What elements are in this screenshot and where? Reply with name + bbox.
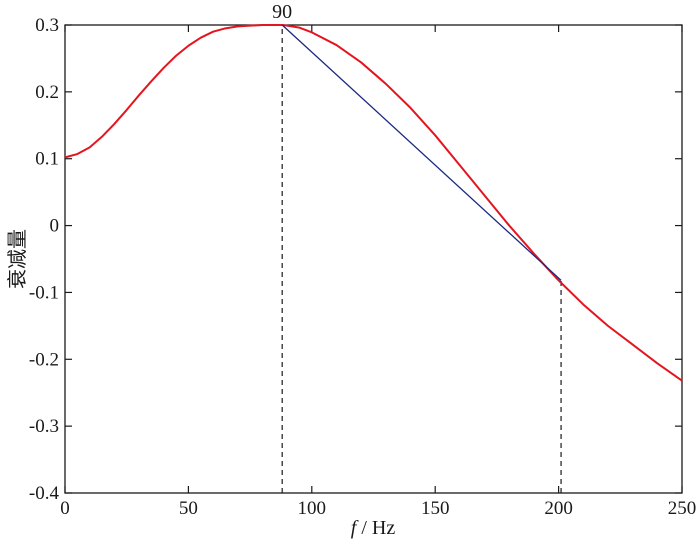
- peak-annotation: 90: [272, 1, 292, 23]
- x-axis-label-unit: / Hz: [356, 517, 395, 539]
- y-tick-label: -0.3: [29, 416, 59, 437]
- y-tick-label: -0.4: [29, 483, 60, 504]
- y-tick-label: 0: [50, 216, 60, 237]
- plot-frame: [64, 24, 683, 494]
- y-tick-label: 0.3: [35, 15, 59, 36]
- x-tick-label: 150: [421, 498, 450, 519]
- x-tick-label: 0: [60, 498, 70, 519]
- y-tick-label: 0.1: [35, 149, 59, 170]
- x-tick-label: 200: [544, 498, 573, 519]
- y-tick-label: -0.2: [29, 349, 59, 370]
- x-tick-label: 250: [668, 498, 697, 519]
- axis-ticks: 0 50 100 150 200 250 -0.4 -0.3 -0.2 -0.1 0 0.1 0.2 0.…: [29, 15, 696, 519]
- x-axis-label-symbol: f: [351, 517, 359, 539]
- y-axis-label: 衰减量: [6, 229, 29, 289]
- series-lines: [64, 24, 683, 382]
- y-tick-label: 0.2: [35, 82, 59, 103]
- attenuation-curve: [64, 24, 683, 382]
- x-axis-label: f / Hz: [351, 517, 396, 539]
- x-tick-label: 100: [298, 498, 327, 519]
- x-tick-label: 50: [179, 498, 198, 519]
- y-tick-label: -0.1: [29, 282, 59, 303]
- annotations: 90: [272, 1, 292, 23]
- reference-lines: [281, 25, 562, 493]
- tangent-line: [281, 24, 562, 281]
